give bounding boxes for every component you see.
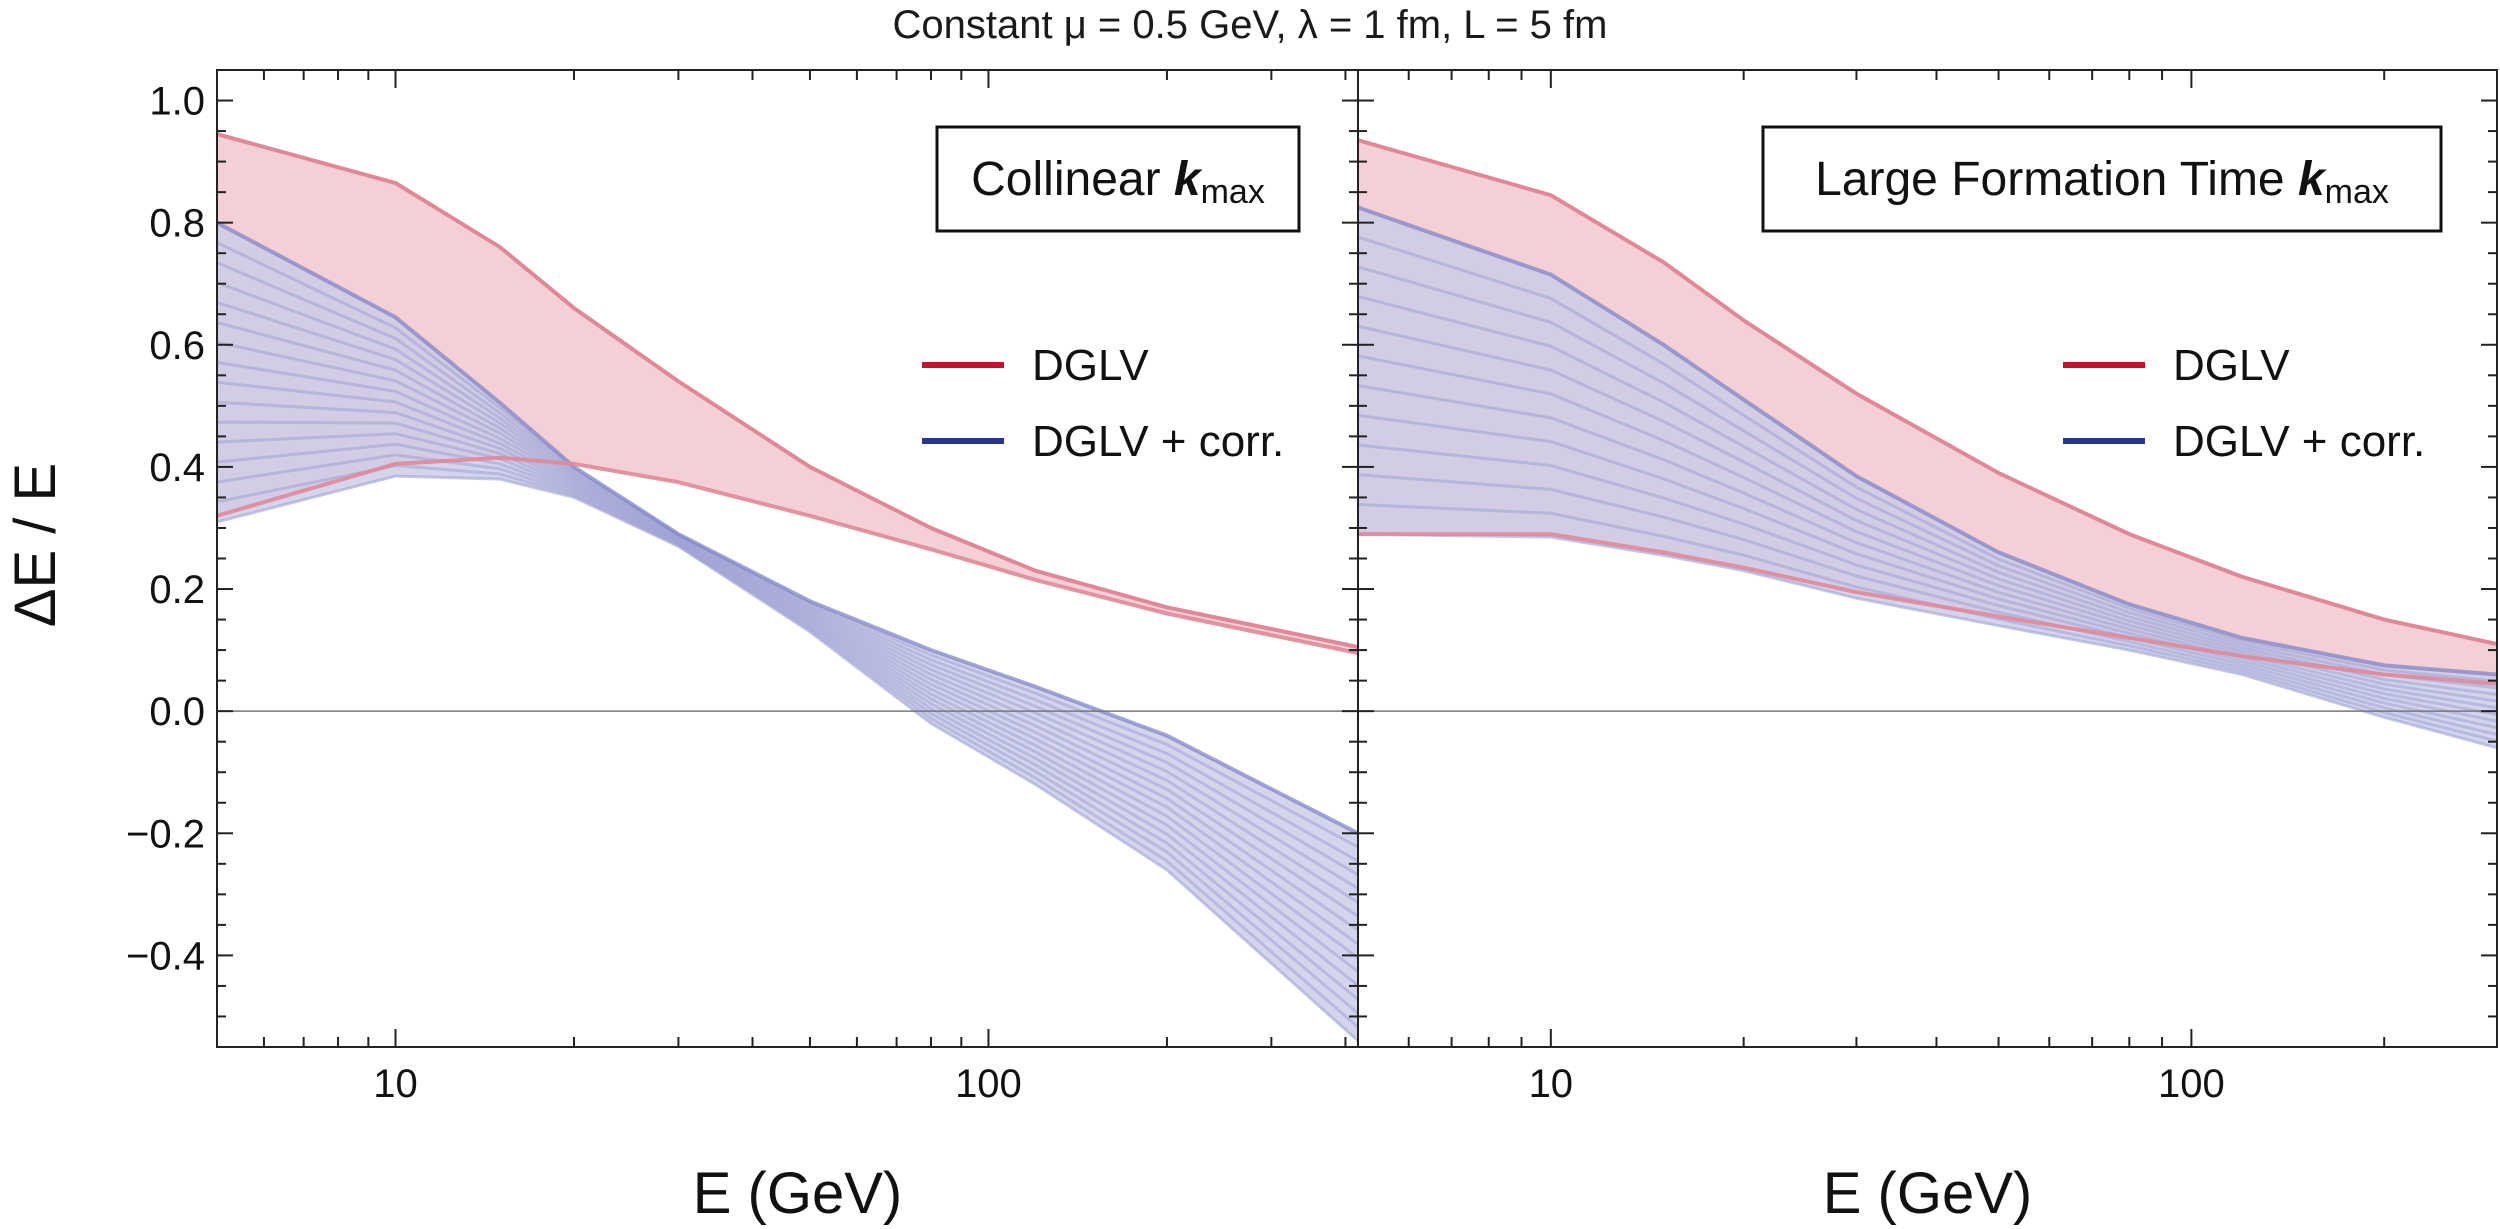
panel-title-text: Collinear	[971, 153, 1174, 206]
panel-title-k: k	[1174, 153, 1203, 206]
x-tick-label: 100	[2158, 1062, 2225, 1106]
legend-label-dglv-corr: DGLV + corr.	[1032, 417, 1284, 466]
y-tick-label: 0.0	[149, 690, 205, 734]
dglv-corr-band-line	[217, 453, 1358, 1015]
dglv-corr-band-line	[1358, 473, 2497, 736]
plot-area	[217, 132, 1358, 1043]
x-tick-label: 10	[1529, 1062, 1574, 1106]
dglv-corr-band-line	[1358, 354, 2497, 710]
dglv-corr-band-line	[1358, 413, 2497, 723]
dglv-corr-band-line	[1358, 265, 2497, 690]
dglv-corr-upper-line	[217, 220, 1358, 836]
x-tick-label: 10	[373, 1062, 418, 1106]
y-tick-label: 1.0	[149, 80, 205, 124]
legend-label-dglv-corr: DGLV + corr.	[2173, 417, 2425, 466]
dglv-lower-line	[1358, 532, 2497, 686]
x-ticks	[216, 70, 1347, 1047]
panel-title-subscript: max	[1201, 173, 1265, 211]
dglv-corr-band-line	[1358, 324, 2497, 703]
legend-label-dglv: DGLV	[1032, 341, 1149, 390]
panel-title-subscript: max	[2325, 173, 2389, 211]
dglv-corr-band-line	[217, 442, 1358, 1001]
y-tick-label: 0.6	[149, 324, 205, 368]
dglv-corr-band-line	[1358, 235, 2497, 683]
dglv-corr-band-line	[1358, 443, 2497, 730]
dglv-corr-lower-line	[217, 474, 1358, 1043]
y-tick-label: 0.2	[149, 568, 205, 612]
dglv-band	[217, 134, 1358, 654]
dglv-corr-band-line	[217, 432, 1358, 987]
y-axis-title: ΔE / E	[3, 463, 68, 627]
dglv-upper-line	[1358, 138, 2497, 646]
panel-title-box	[935, 125, 1301, 233]
panel-title: Large Formation Time kmax	[1815, 153, 2389, 211]
y-tick-label: 0.4	[149, 446, 205, 490]
y-ticks	[217, 69, 1358, 1048]
panel-title-box	[1761, 125, 2443, 233]
chart-suptitle: Constant μ = 0.5 GeV, λ = 1 fm, L = 5 fm	[893, 3, 1608, 47]
y-tick-label: −0.4	[126, 934, 205, 978]
x-tick-label: 100	[955, 1062, 1022, 1106]
dglv-corr-band	[217, 222, 1358, 1041]
dglv-corr-band	[1358, 207, 2497, 748]
dglv-lower-line	[217, 455, 1358, 656]
dglv-corr-lower-line	[1358, 532, 2497, 750]
y-tick-label: 0.8	[149, 202, 205, 246]
x-ticks	[1357, 70, 2498, 1047]
dglv-corr-upper-line	[1358, 205, 2497, 677]
y-ticks	[1358, 69, 2497, 1048]
panel-collinear: −0.4 −0.2 0.0 0.2 0.4 0.6 0.8 1.0 10 100 E (GeV) Co…	[126, 69, 1359, 1226]
x-axis-title: E (GeV)	[693, 1161, 903, 1226]
panel-title-k: k	[2298, 153, 2327, 206]
plot-area	[1358, 138, 2497, 750]
panel-title: Collinear kmax	[971, 153, 1265, 211]
legend-label-dglv: DGLV	[2173, 341, 2290, 390]
x-axis-title: E (GeV)	[1823, 1161, 2033, 1226]
dglv-upper-line	[217, 132, 1358, 649]
panel-large-formation-time: 10 100 E (GeV) Large Formation Time kmax DGL…	[1357, 69, 2498, 1226]
panel-title-text: Large Formation Time	[1815, 153, 2298, 206]
dglv-corr-band-line	[1358, 384, 2497, 716]
y-tick-label: −0.2	[126, 812, 205, 856]
